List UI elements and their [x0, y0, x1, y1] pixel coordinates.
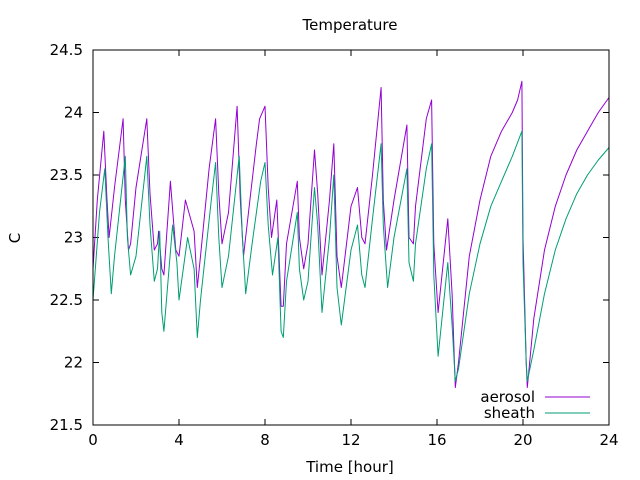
y-tick-label: 21.5	[50, 416, 83, 434]
legend-label-sheath: sheath	[484, 404, 535, 422]
x-tick-label: 4	[174, 431, 184, 449]
y-axis-label: C	[6, 233, 24, 243]
x-tick-label: 16	[427, 431, 446, 449]
plot-frame	[92, 49, 610, 426]
x-tick-label: 12	[341, 431, 360, 449]
y-tick-label: 22.5	[50, 291, 83, 309]
plot-series	[92, 80, 610, 388]
x-tick-label: 0	[88, 431, 98, 449]
chart-title: Temperature	[301, 16, 397, 34]
series-line-sheath	[92, 130, 610, 382]
y-tick-label: 23	[64, 229, 83, 247]
legend-label-aerosol: aerosol	[480, 388, 535, 406]
x-tick-label: 20	[513, 431, 532, 449]
x-tick-label: 24	[599, 431, 618, 449]
y-tick-label: 24	[64, 104, 83, 122]
x-axis-label: Time [hour]	[305, 458, 394, 476]
y-tick-label: 24.5	[50, 41, 83, 59]
x-tick-label: 8	[260, 431, 270, 449]
y-tick-label: 23.5	[50, 166, 83, 184]
y-tick-label: 22	[64, 354, 83, 372]
